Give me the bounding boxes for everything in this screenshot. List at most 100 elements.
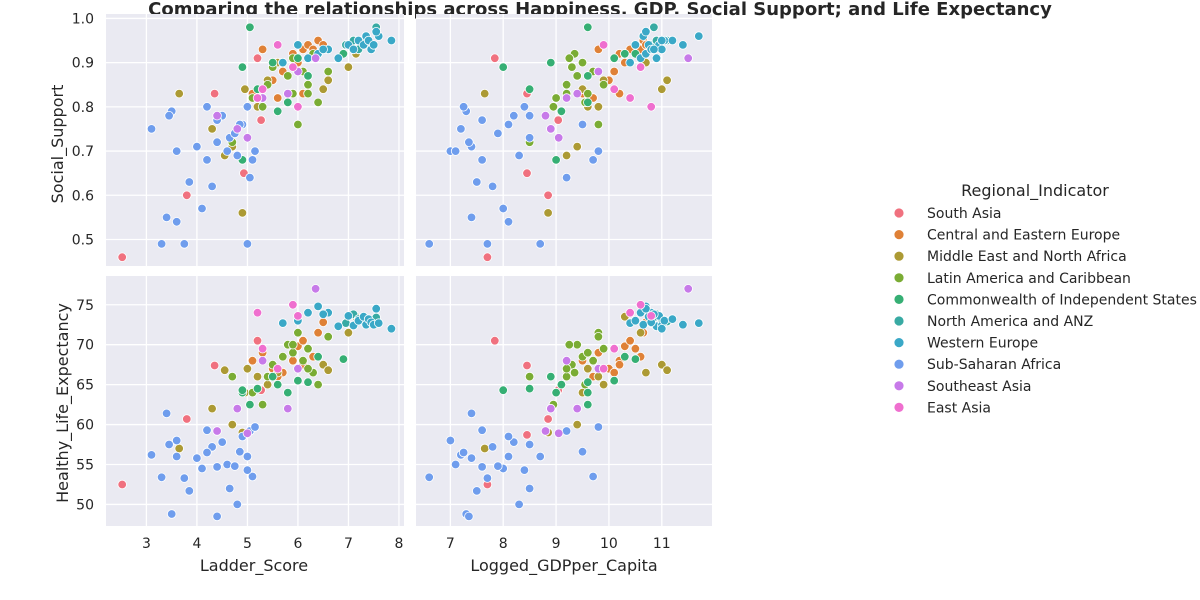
scatter-point-gdp-social xyxy=(694,31,704,41)
scatter-point-ladder-life xyxy=(179,473,190,483)
x-tick-label: 8 xyxy=(499,536,508,552)
scatter-point-gdp-life xyxy=(583,348,593,358)
scatter-point-gdp-social xyxy=(577,119,588,130)
scatter-point-gdp-social xyxy=(556,106,567,117)
y-axis-label-social: Social_Support xyxy=(48,85,68,204)
legend-marker xyxy=(893,293,905,305)
scatter-point-gdp-social xyxy=(593,119,604,130)
scatter-point-gdp-social xyxy=(466,212,477,223)
x-axis-label-ladder: Ladder_Score xyxy=(200,556,308,576)
scatter-point-ladder-life xyxy=(161,408,172,419)
scatter-point-ladder-social xyxy=(252,93,263,103)
scatter-point-ladder-social xyxy=(179,239,190,249)
scatter-point-ladder-life xyxy=(278,352,288,362)
y-tick-label: 75 xyxy=(76,298,94,314)
scatter-point-ladder-life xyxy=(283,403,293,414)
scatter-point-ladder-social xyxy=(278,57,288,68)
scatter-point-gdp-social xyxy=(583,88,593,99)
scatter-point-gdp-life xyxy=(572,403,582,414)
scatter-point-gdp-life xyxy=(583,387,593,398)
scatter-point-gdp-social xyxy=(424,239,434,249)
scatter-point-gdp-life xyxy=(503,431,514,442)
scatter-point-ladder-life xyxy=(288,356,298,366)
scatter-point-gdp-social xyxy=(646,102,656,112)
scatter-point-gdp-social xyxy=(588,155,598,165)
scatter-point-ladder-social xyxy=(333,53,344,63)
scatter-point-ladder-life xyxy=(117,479,127,490)
scatter-point-ladder-social xyxy=(283,97,293,108)
scatter-point-ladder-social xyxy=(293,102,303,112)
scatter-point-gdp-life xyxy=(556,379,567,390)
scatter-point-ladder-life xyxy=(257,399,268,410)
scatter-point-ladder-social xyxy=(369,40,379,50)
x-tick-label: 4 xyxy=(192,536,201,552)
scatter-point-gdp-social xyxy=(524,84,535,94)
scatter-point-gdp-life xyxy=(598,379,609,390)
plot-background xyxy=(416,276,712,526)
scatter-point-ladder-life xyxy=(386,324,397,334)
scatter-point-ladder-life xyxy=(227,371,238,382)
scatter-point-gdp-life xyxy=(609,375,619,386)
scatter-point-ladder-life xyxy=(237,385,248,395)
scatter-point-gdp-life xyxy=(477,462,487,472)
scatter-point-gdp-life xyxy=(524,483,535,494)
scatter-point-gdp-social xyxy=(519,102,530,112)
scatter-point-ladder-social xyxy=(240,84,250,94)
scatter-point-gdp-social xyxy=(561,172,572,183)
legend-title: Regional_Indicator xyxy=(961,181,1109,201)
scatter-point-ladder-life xyxy=(232,499,243,510)
scatter-point-ladder-life xyxy=(242,451,253,462)
scatter-point-gdp-social xyxy=(609,84,619,94)
scatter-point-ladder-social xyxy=(303,88,313,99)
scatter-point-gdp-life xyxy=(450,459,461,470)
scatter-point-gdp-social xyxy=(554,133,564,143)
scatter-point-ladder-social xyxy=(209,88,220,99)
scatter-point-gdp-life xyxy=(620,352,630,362)
legend-entry-label: Southeast Asia xyxy=(927,379,1031,395)
scatter-point-ladder-life xyxy=(247,471,258,482)
scatter-point-ladder-life xyxy=(192,453,202,463)
scatter-point-gdp-social xyxy=(480,88,490,99)
scatter-point-gdp-social xyxy=(577,57,588,68)
scatter-point-gdp-life xyxy=(583,399,593,410)
legend-marker xyxy=(893,229,905,241)
scatter-point-gdp-life xyxy=(577,447,588,457)
scatter-point-ladder-life xyxy=(252,383,263,394)
scatter-point-ladder-social xyxy=(288,62,298,72)
scatter-point-ladder-social xyxy=(273,40,283,50)
scatter-point-gdp-social xyxy=(524,133,535,143)
scatter-point-ladder-social xyxy=(303,71,313,81)
scatter-point-ladder-social xyxy=(212,137,222,147)
x-tick-label: 11 xyxy=(653,536,671,552)
legend: Regional_Indicator South Asia Central and… xyxy=(893,181,1197,416)
legend-entry-label: Sub-Saharan Africa xyxy=(927,357,1061,373)
scatter-point-gdp-life xyxy=(487,442,498,452)
legend-entry-label: East Asia xyxy=(927,400,991,416)
scatter-point-gdp-social xyxy=(561,93,572,103)
scatter-point-gdp-social xyxy=(630,40,641,50)
x-tick-label: 8 xyxy=(394,536,403,552)
scatter-point-gdp-social xyxy=(551,155,561,165)
x-tick-label: 9 xyxy=(552,536,561,552)
scatter-point-gdp-life xyxy=(569,367,580,378)
scatter-point-gdp-life xyxy=(524,439,535,450)
scatter-point-gdp-social xyxy=(548,102,559,112)
scatter-point-gdp-life xyxy=(667,314,678,324)
scatter-point-gdp-life xyxy=(540,426,551,436)
scatter-point-ladder-social xyxy=(273,93,283,103)
scatter-point-ladder-social xyxy=(202,102,212,112)
scatter-point-ladder-social xyxy=(257,44,268,55)
scatter-point-gdp-social xyxy=(649,44,659,55)
scatter-point-gdp-social xyxy=(482,252,493,262)
scatter-point-gdp-social xyxy=(564,53,575,63)
scatter-point-gdp-life xyxy=(662,365,672,375)
scatter-point-ladder-life xyxy=(171,451,182,462)
scatter-point-gdp-social xyxy=(609,53,619,63)
scatter-point-gdp-life xyxy=(572,419,582,430)
scatter-point-gdp-life xyxy=(625,336,635,346)
scatter-point-ladder-life xyxy=(374,318,384,328)
y-tick-label: 0.5 xyxy=(72,232,94,248)
legend-entry-label: North America and ANZ xyxy=(927,314,1093,330)
y-tick-label: 55 xyxy=(76,457,94,473)
legend-entry-label: Commonwealth of Independent States xyxy=(927,292,1197,308)
